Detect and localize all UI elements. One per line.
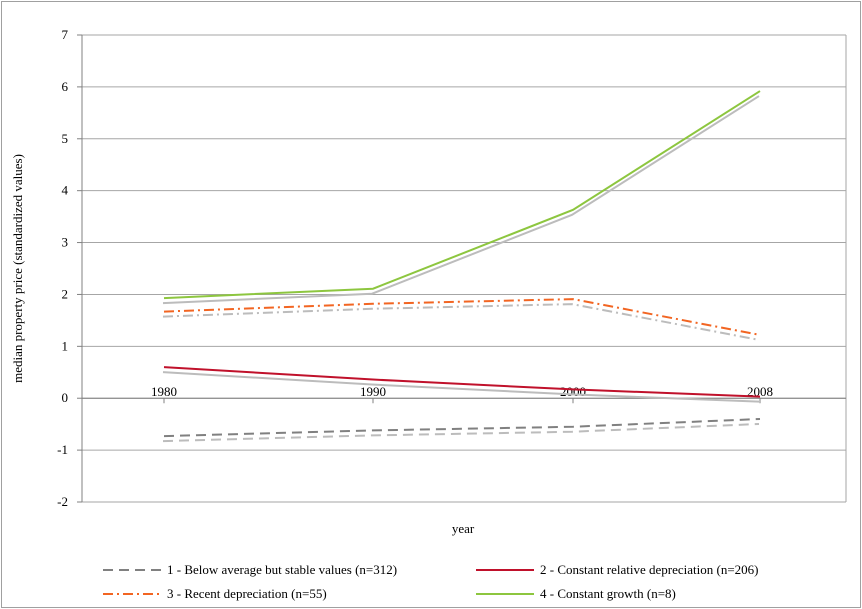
x-tick-label: 1990: [360, 384, 386, 399]
legend-label-3: 3 - Recent depreciation (n=55): [167, 586, 327, 601]
y-tick-label: -2: [57, 494, 68, 509]
y-tick-label: 4: [62, 183, 69, 198]
y-tick-label: 6: [62, 79, 69, 94]
series-line-3: [163, 298, 761, 336]
x-axis-title: year: [452, 521, 475, 536]
y-tick-label: 5: [62, 131, 69, 146]
y-tick-label: 3: [62, 235, 69, 250]
series-lines: [162, 90, 761, 443]
series-line-2: [163, 366, 761, 398]
x-tick-label: 2000: [560, 384, 586, 399]
series-shadow-4: [162, 95, 760, 305]
x-tick-label: 1980: [151, 384, 177, 399]
y-axis-title: median property price (standardized valu…: [10, 154, 25, 383]
legend: 1 - Below average but stable values (n=3…: [103, 562, 759, 601]
y-tick-label: 2: [62, 286, 69, 301]
y-tick-label: 0: [62, 390, 69, 405]
series-shadow-2: [162, 371, 760, 403]
legend-label-1: 1 - Below average but stable values (n=3…: [167, 562, 397, 577]
y-axis: -2 -1 0 1 2 3 4 5 6 7: [57, 27, 82, 509]
plot-area: [81, 35, 847, 502]
series-shadow-3: [162, 303, 760, 341]
y-tick-label: 7: [62, 27, 69, 42]
legend-label-4: 4 - Constant growth (n=8): [540, 586, 676, 601]
legend-label-2: 2 - Constant relative depreciation (n=20…: [540, 562, 759, 577]
series-line-1: [163, 417, 761, 438]
series-shadow-1: [162, 422, 760, 443]
gridlines: [82, 34, 846, 503]
y-tick-label: 1: [62, 338, 69, 353]
series-line-4: [163, 90, 761, 300]
y-tick-label: -1: [57, 442, 68, 457]
